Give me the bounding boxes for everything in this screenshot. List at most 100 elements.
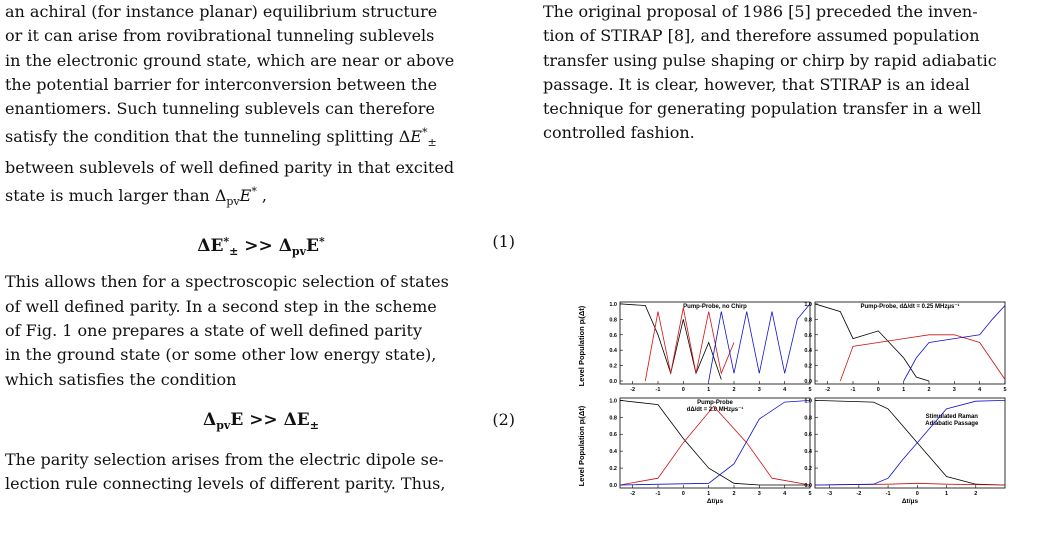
panel-frame	[619, 301, 811, 385]
text-line: The parity selection arises from the ele…	[5, 449, 444, 469]
series-line-red	[620, 405, 810, 486]
panel-frame	[814, 397, 1006, 489]
text-line: an achiral (for instance planar) equilib…	[5, 2, 438, 21]
x-tick-label: -2	[856, 491, 861, 497]
series-line-blue	[815, 400, 1005, 486]
panel-title: dΔ/dt = 2.0 MHzμs⁻¹	[687, 406, 744, 413]
y-tick-label: 1.0	[609, 302, 617, 308]
series-line-blue	[708, 303, 810, 382]
y-tick-label: 0.0	[609, 379, 617, 385]
y-tick-label: 0.8	[609, 415, 617, 421]
left-column: an achiral (for instance planar) equilib…	[5, 0, 517, 496]
x-tick-label: 4	[783, 491, 787, 497]
y-tick-label: 0.0	[609, 483, 617, 489]
x-tick-label: 4	[978, 387, 982, 393]
x-tick-label: 1	[707, 387, 710, 393]
xlabel: Δt/μs	[707, 498, 724, 505]
y-tick-label: 0.2	[804, 466, 812, 472]
y-tick-label: 0.0	[804, 483, 812, 489]
panel-title: Adiabatic Passage	[925, 421, 979, 427]
x-tick-label: 2	[732, 387, 735, 393]
y-tick-label: 0.4	[609, 449, 618, 455]
text-line: in the ground state (or some other low e…	[5, 345, 437, 365]
equation-2-number: (2)	[492, 409, 515, 429]
x-tick-label: -2	[630, 491, 635, 497]
text-line: transfer using pulse shaping or chirp by…	[543, 50, 997, 70]
y-tick-label: 0.6	[609, 432, 617, 438]
xlabel: Δt/μs	[902, 498, 919, 505]
series-line-black	[620, 400, 810, 486]
y-tick-label: 0.8	[609, 317, 617, 323]
y-tick-label: 1.0	[804, 302, 812, 308]
text-line: of Fig. 1 one prepares a state of well d…	[5, 320, 422, 340]
paragraph-3: The parity selection arises from the ele…	[5, 448, 517, 497]
y-tick-label: 0.0	[804, 379, 812, 385]
x-tick-label: -2	[630, 387, 635, 393]
series-line-blue	[620, 400, 810, 486]
x-tick-label: 2	[974, 491, 977, 497]
y-tick-label: 0.2	[609, 364, 617, 370]
panel-title: Pump-Probe, dΔ/dt = 0.25 MHzμs⁻¹	[861, 303, 960, 310]
series-line-red	[644, 307, 735, 382]
equation-1-number: (1)	[492, 232, 515, 252]
text-line: of well defined parity. In a second step…	[5, 296, 437, 316]
x-tick-label: 1	[902, 387, 905, 393]
y-tick-label: 0.8	[804, 317, 812, 323]
population-figure: Level Population pᵢ(Δt) Level Population …	[577, 301, 1007, 505]
x-tick-label: 5	[808, 387, 811, 393]
x-tick-label: 2	[732, 491, 735, 497]
x-tick-label: -1	[656, 387, 661, 393]
series-line-red	[839, 334, 1005, 382]
text-line: enantiomers. Such tunneling sublevels ca…	[5, 99, 435, 119]
x-tick-label: -2	[825, 387, 830, 393]
paragraph-right: The original proposal of 1986 [5] preced…	[543, 0, 1055, 146]
y-tick-label: 0.2	[609, 466, 617, 472]
text-line: in the electronic ground state, which ar…	[5, 50, 455, 70]
panel-frame	[619, 397, 811, 489]
equation-1-math: ΔE*± >> ΔpvE*	[197, 235, 325, 259]
paragraph-1: an achiral (for instance planar) equilib…	[5, 0, 517, 214]
x-tick-label: 4	[783, 387, 787, 393]
text-line: which satisfies the condition	[5, 369, 237, 389]
panel-title: Pump-Probe, no Chirp	[683, 304, 747, 310]
y-tick-label: 0.4	[609, 348, 618, 354]
y-tick-label: 0.2	[804, 364, 812, 370]
x-tick-label: -1	[656, 491, 661, 497]
panel-frame	[814, 301, 1006, 385]
series-line-blue	[903, 305, 1005, 382]
y-tick-label: 0.8	[804, 415, 812, 421]
x-tick-label: 0	[877, 387, 880, 393]
series-line-black	[620, 303, 722, 380]
text-line: between sublevels of well defined parity…	[5, 157, 455, 177]
text-line: The original proposal of 1986 [5] preced…	[543, 2, 978, 21]
text-line: technique for generating population tran…	[543, 99, 982, 119]
right-column: The original proposal of 1986 [5] preced…	[543, 0, 1055, 146]
x-tick-label: 1	[945, 491, 948, 497]
text-line: This allows then for a spectroscopic sel…	[5, 272, 449, 292]
ylabel: Level Population pᵢ(Δt)	[577, 405, 586, 486]
x-tick-label: 0	[682, 387, 685, 393]
x-tick-label: 2	[927, 387, 930, 393]
x-tick-label: 0	[682, 491, 685, 497]
panel-title: Pump-Probe	[697, 400, 733, 406]
x-tick-label: 1	[707, 491, 710, 497]
x-tick-label: -1	[851, 387, 856, 393]
text-line: passage. It is clear, however, that STIR…	[543, 74, 970, 94]
paragraph-2: This allows then for a spectroscopic sel…	[5, 270, 517, 391]
series-line-black	[815, 303, 930, 382]
x-tick-label: 0	[916, 491, 919, 497]
x-tick-label: 3	[953, 387, 956, 393]
y-tick-label: 0.4	[804, 348, 813, 354]
panel-title: Stimulated Raman	[926, 414, 979, 420]
y-tick-label: 0.6	[804, 333, 812, 339]
text-line: or it can arise from rovibrational tunne…	[5, 26, 435, 46]
equation-2: ΔpvE >> ΔE± (2)	[5, 400, 517, 440]
x-tick-label: -1	[886, 491, 891, 497]
y-tick-label: 0.6	[804, 432, 812, 438]
text-line: lection rule connecting levels of differ…	[5, 474, 446, 494]
y-tick-label: 0.4	[804, 449, 813, 455]
x-tick-label: 5	[808, 491, 811, 497]
x-tick-label: 3	[758, 491, 761, 497]
y-tick-label: 0.6	[609, 333, 617, 339]
x-tick-label: 3	[758, 387, 761, 393]
